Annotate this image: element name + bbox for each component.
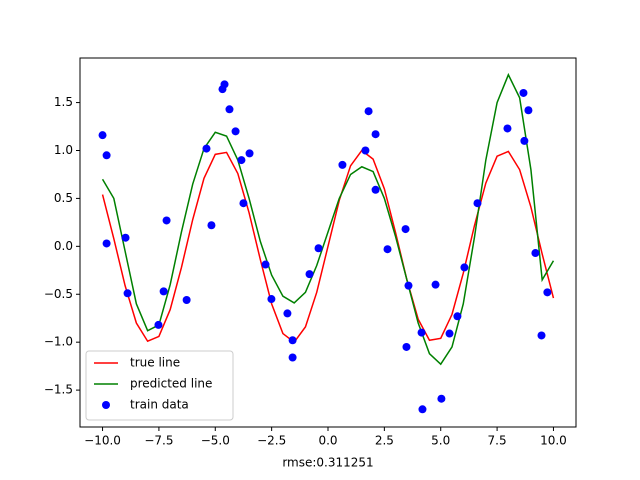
scatter-point — [305, 270, 314, 279]
y-tick-label: 0.0 — [54, 239, 73, 253]
x-tick-label: 7.5 — [488, 434, 507, 448]
scatter-point — [431, 280, 440, 289]
scatter-point — [402, 342, 411, 351]
scatter-point — [537, 331, 546, 340]
x-tick-label: −10.0 — [84, 434, 121, 448]
legend-box — [85, 350, 234, 421]
scatter-point — [361, 146, 370, 155]
scatter-point — [102, 239, 111, 248]
scatter-point — [98, 131, 107, 140]
scatter-point — [237, 156, 246, 165]
scatter-point — [245, 149, 254, 158]
scatter-point — [543, 288, 552, 297]
scatter-point — [338, 160, 347, 169]
y-tick-label: 0.5 — [54, 191, 73, 205]
x-tick-label: 5.0 — [431, 434, 450, 448]
scatter-point — [121, 233, 130, 242]
y-tick-label: −1.0 — [44, 335, 73, 349]
scatter-point — [182, 296, 191, 305]
x-tick-label: 10.0 — [540, 434, 567, 448]
y-tick-label: −0.5 — [44, 287, 73, 301]
scatter-point — [437, 394, 446, 403]
x-tick-label: 2.5 — [375, 434, 394, 448]
scatter-point — [314, 244, 323, 253]
line — [101, 72, 555, 366]
scatter-point — [524, 106, 533, 115]
scatter-point — [404, 281, 413, 290]
scatter-point — [364, 107, 373, 116]
scatter-point — [531, 249, 540, 258]
scatter-point — [123, 289, 132, 298]
scatter-point — [202, 144, 211, 153]
scatter-point — [288, 353, 297, 362]
scatter-point — [520, 136, 529, 145]
scatter-point — [159, 287, 168, 296]
scatter-point — [383, 245, 392, 254]
legend-label: train data — [130, 398, 189, 412]
legend-label: predicted line — [130, 377, 212, 391]
legend-label: true line — [130, 356, 180, 370]
scatter-point — [519, 88, 528, 97]
x-tick-label: −5.0 — [201, 434, 230, 448]
scatter-point — [231, 127, 240, 136]
scatter-point — [162, 216, 171, 225]
scatter-point — [267, 295, 276, 304]
scatter-point — [371, 185, 380, 194]
scatter-point — [220, 80, 229, 89]
scatter-point — [503, 124, 512, 133]
scatter-point — [154, 320, 163, 329]
x-tick-label: −2.5 — [257, 434, 286, 448]
y-tick-label: −1.5 — [44, 383, 73, 397]
scatter-point — [417, 328, 426, 337]
x-tick-label: −7.5 — [144, 434, 173, 448]
scatter-point — [225, 105, 234, 114]
line — [101, 149, 555, 344]
x-tick-label: 0.0 — [318, 434, 337, 448]
scatter-point — [401, 225, 410, 234]
y-tick-label: 1.5 — [54, 95, 73, 109]
scatter-point — [473, 199, 482, 208]
scatter-point — [207, 221, 216, 230]
scatter-point — [288, 336, 297, 345]
scatter-point — [418, 405, 427, 414]
scatter-point — [445, 329, 454, 338]
scatter-point — [261, 260, 270, 269]
scatter-point — [453, 312, 462, 321]
legend-marker — [102, 401, 110, 409]
scatter-point — [371, 130, 380, 139]
y-tick-label: 1.0 — [54, 143, 73, 157]
scatter-point — [283, 309, 292, 318]
scatter-point — [460, 263, 469, 272]
scatter-point — [239, 199, 248, 208]
x-axis-label: rmse:0.311251 — [282, 456, 373, 470]
scatter-point — [102, 151, 111, 160]
